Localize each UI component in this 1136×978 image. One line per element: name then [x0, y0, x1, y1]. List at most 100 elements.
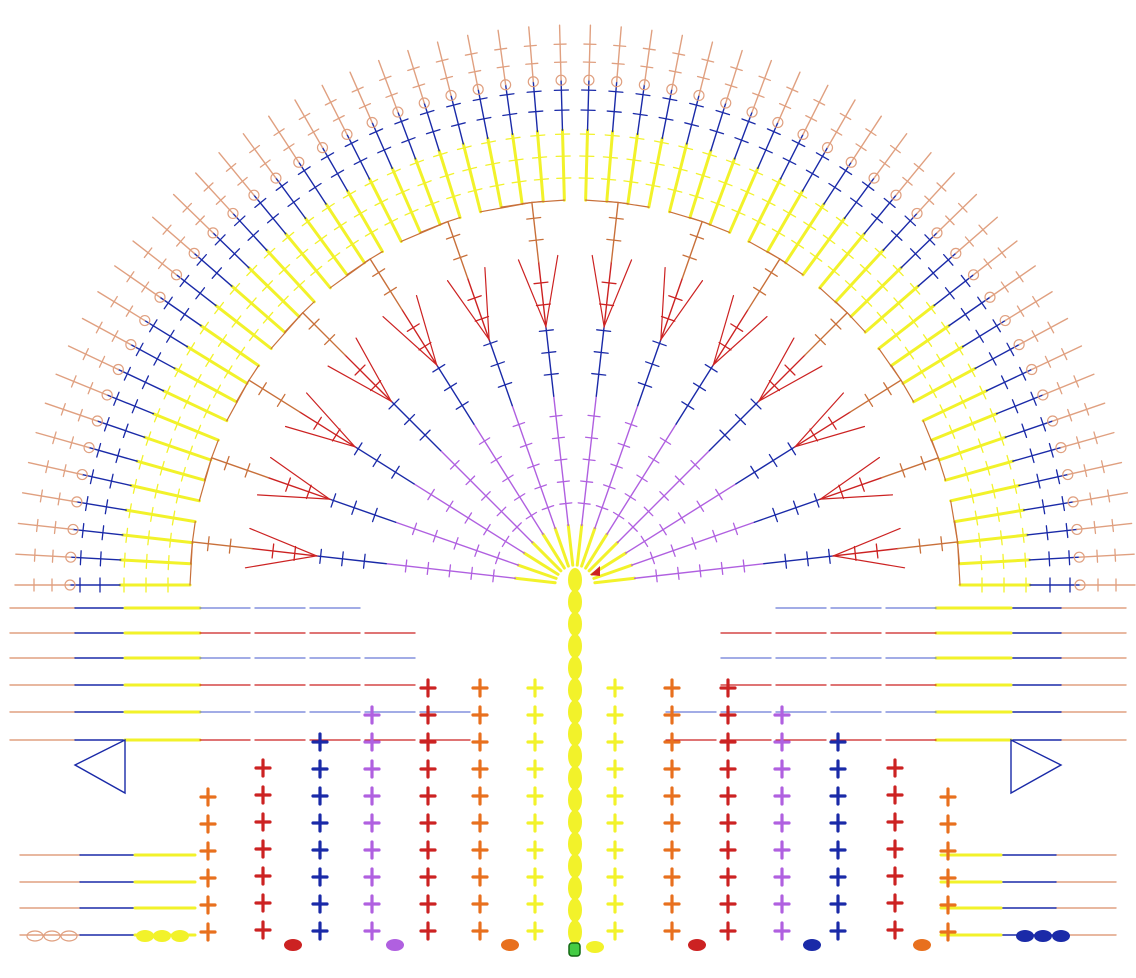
stitch-tick	[1096, 549, 1099, 563]
chain-loop	[67, 523, 79, 536]
stitch-tick	[876, 280, 889, 292]
stitch-line	[1018, 473, 1069, 487]
stitch-tick	[166, 438, 173, 453]
stitch-line	[834, 248, 885, 304]
stitch-tick	[79, 550, 82, 566]
stitch-line	[974, 343, 1020, 370]
chain-oval	[586, 941, 604, 953]
branch-line	[302, 301, 315, 314]
chain-loop	[1071, 523, 1083, 536]
stitch-tick	[455, 401, 469, 410]
stitch-tick	[677, 512, 686, 524]
stitch-tick	[344, 139, 359, 148]
v-stitch	[382, 294, 438, 367]
stitch-line	[592, 563, 634, 580]
stitch-tick	[1073, 375, 1080, 388]
stitch-tick	[672, 166, 688, 172]
stitch-line	[210, 457, 269, 479]
stitch-tick	[753, 286, 767, 296]
stitch-tick	[228, 248, 241, 260]
stitch-tick	[672, 52, 686, 56]
plus-stitch	[199, 787, 217, 807]
stitch-tick	[725, 159, 741, 166]
stitch-tick	[145, 553, 148, 570]
stitch-line	[1004, 291, 1053, 322]
stitch-tick	[174, 363, 183, 378]
v-stitch	[256, 456, 332, 500]
v-stitch	[793, 392, 866, 448]
stitch-line	[477, 88, 489, 140]
stitch-tick	[718, 180, 733, 187]
stitch-line	[55, 373, 108, 396]
stitch-line	[587, 541, 619, 573]
stitch-line	[1072, 492, 1129, 503]
stitch-tick	[445, 500, 454, 512]
stitch-tick	[874, 247, 887, 259]
stitch-tick	[595, 504, 609, 511]
stitch-tick	[612, 511, 625, 520]
plus-stitch	[829, 921, 847, 941]
plus-stitch	[773, 840, 791, 860]
stitch-tick	[481, 491, 491, 501]
stitch-line	[488, 338, 513, 407]
stitch-tick	[533, 178, 550, 181]
stitch-tick	[278, 263, 291, 275]
stitch-tick	[132, 478, 138, 494]
stitch-tick	[464, 512, 473, 524]
stitch-tick	[809, 428, 819, 442]
plus-stitch	[419, 786, 437, 806]
stitch-line	[681, 220, 703, 279]
stitch-tick	[351, 500, 358, 515]
stitch-tick	[432, 363, 446, 373]
stitch-tick	[525, 62, 539, 65]
stitch-line	[195, 172, 234, 215]
stitch-tick	[298, 112, 311, 121]
plus-stitch	[254, 866, 272, 886]
stitch-line	[435, 364, 475, 425]
stitch-line	[558, 24, 562, 81]
plus-stitch	[471, 921, 489, 941]
stitch-tick	[977, 296, 987, 310]
stitch-tick	[752, 92, 765, 98]
stitch-tick	[176, 236, 186, 247]
stitch-tick	[879, 159, 891, 168]
stitch-line	[511, 132, 524, 206]
plus-stitch	[719, 813, 737, 833]
stitch-tick	[162, 224, 172, 235]
chain-loop	[967, 269, 980, 281]
stitch-tick	[980, 554, 983, 571]
stitch-tick	[128, 503, 132, 519]
stitch-line	[516, 563, 558, 580]
stitch-tick	[1015, 271, 1024, 283]
stitch-tick	[371, 507, 378, 523]
stitch-line	[230, 284, 287, 334]
stitch-tick	[948, 374, 957, 388]
stitch-tick	[196, 253, 207, 266]
chain-loop	[821, 142, 834, 154]
center-oval	[568, 722, 582, 746]
stitch-tick	[485, 161, 501, 166]
stitch-line	[832, 547, 899, 557]
chain-oval	[1034, 930, 1052, 942]
plus-stitch	[254, 758, 272, 778]
stitch-line	[132, 240, 178, 276]
chain-loop	[890, 189, 902, 201]
plus-stitch	[526, 705, 544, 725]
stitch-line	[584, 532, 609, 570]
stitch-line	[611, 81, 618, 133]
plus-stitch	[419, 813, 437, 833]
chain-loop	[64, 579, 76, 591]
stitch-tick	[425, 128, 441, 135]
plus-stitch	[419, 732, 437, 752]
chain-loop	[845, 156, 857, 168]
stitch-tick	[293, 280, 306, 291]
stitch-tick	[859, 263, 872, 275]
stitch-line	[423, 102, 440, 152]
stitch-tick	[855, 231, 868, 242]
stitch-tick	[659, 491, 669, 501]
stitch-tick	[419, 109, 435, 116]
stitch-tick	[313, 416, 322, 430]
stitch-tick	[69, 436, 75, 450]
stitch-tick	[653, 140, 669, 145]
stitch-line	[626, 132, 639, 206]
